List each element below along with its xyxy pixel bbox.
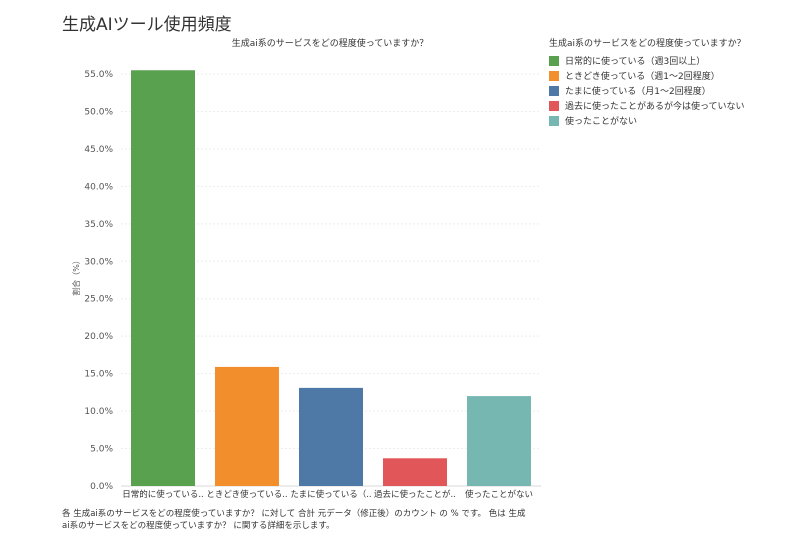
bar[interactable] — [299, 387, 363, 486]
legend-items: 日常的に使っている（週3回以上） ときどき使っている（週1～2回程度） たまに使って… — [549, 53, 799, 128]
y-axis-ticks: 0.0% 5.0% 10.0% 15.0% 20.0% 25.0% 30.0% 35.0% 40… — [84, 70, 113, 492]
y-tick-label: 50.0% — [84, 107, 113, 117]
legend-item[interactable]: 使ったことがない — [549, 113, 799, 128]
legend-item-label: 過去に使ったことがあるが今は使っていない — [565, 102, 745, 112]
legend-swatch — [549, 55, 559, 66]
legend-item-label: 使ったことがない — [565, 117, 638, 127]
legend-item-label: 日常的に使っている（週3回以上） — [565, 57, 706, 67]
legend-item[interactable]: 過去に使ったことがあるが今は使っていない — [549, 98, 799, 113]
legend-item-label: たまに使っている（月1～2回程度） — [565, 87, 711, 97]
bars — [131, 70, 531, 486]
x-axis-ticks: 日常的に使っている.. ときどき使っている.. たまに使っている（.. 過去に使ったこ… — [122, 489, 533, 500]
chart-title: 生成ai系のサービスをどの程度使っていますか？ — [232, 37, 429, 49]
y-tick-label: 15.0% — [84, 370, 113, 380]
legend-item[interactable]: ときどき使っている（週1～2回程度） — [549, 68, 799, 83]
x-tick-label: 使ったことがない — [465, 489, 533, 500]
x-tick-label: たまに使っている（.. — [290, 489, 371, 500]
bar[interactable] — [131, 70, 195, 486]
x-tick-label: 過去に使ったことが.. — [374, 489, 456, 500]
y-tick-label: 25.0% — [84, 295, 113, 305]
chart-footnote: 各 生成ai系のサービスをどの程度使っていますか？ に対して 合計 元データ（修… — [62, 509, 526, 531]
legend-swatch — [549, 115, 559, 126]
legend-item-label: ときどき使っている（週1～2回程度） — [565, 72, 720, 82]
legend-swatch — [549, 85, 559, 96]
x-tick-label: 日常的に使っている.. — [122, 489, 203, 500]
legend-item[interactable]: たまに使っている（月1～2回程度） — [549, 83, 799, 98]
bar[interactable] — [383, 458, 447, 486]
legend-item[interactable]: 日常的に使っている（週3回以上） — [549, 53, 799, 68]
x-tick-label: ときどき使っている.. — [206, 489, 287, 500]
y-tick-label: 5.0% — [90, 445, 113, 455]
legend-title: 生成ai系のサービスをどの程度使っていますか？ — [549, 39, 746, 49]
y-axis-label: 割合（%） — [71, 256, 81, 296]
y-tick-label: 20.0% — [84, 332, 113, 342]
y-tick-label: 55.0% — [84, 70, 113, 80]
y-tick-label: 40.0% — [84, 182, 113, 192]
bar[interactable] — [467, 396, 531, 486]
y-tick-label: 30.0% — [84, 257, 113, 267]
y-tick-label: 45.0% — [84, 145, 113, 155]
bar[interactable] — [215, 366, 279, 486]
legend-swatch — [549, 100, 559, 111]
page-title: 生成AIツール使用頻度 — [62, 15, 232, 35]
legend-swatch — [549, 70, 559, 81]
legend: 生成ai系のサービスをどの程度使っていますか？ 日常的に使っている（週3回以上）… — [549, 36, 799, 128]
y-tick-label: 0.0% — [90, 482, 113, 492]
y-tick-label: 35.0% — [84, 220, 113, 230]
y-tick-label: 10.0% — [84, 407, 113, 417]
